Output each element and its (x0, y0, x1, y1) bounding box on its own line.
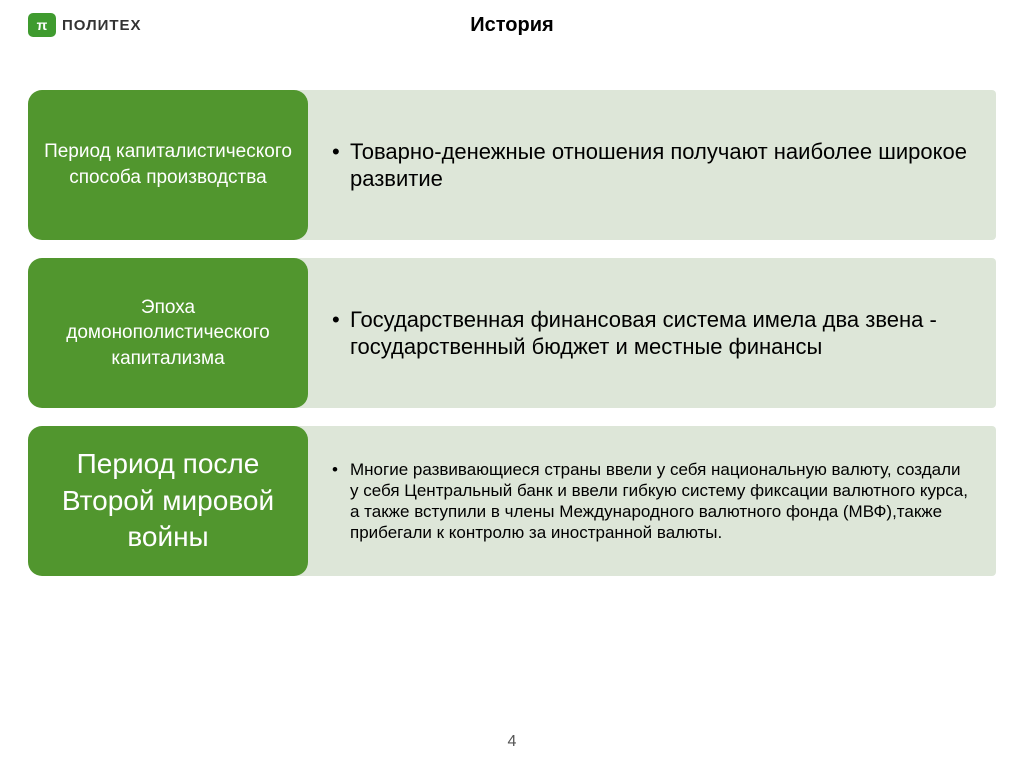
period-label: Период после Второй мировой войны (44, 446, 292, 555)
pi-icon: π (28, 13, 56, 37)
period-label: Период капиталистического способа произв… (44, 139, 292, 190)
slide-title: История (470, 14, 553, 37)
period-desc-box: Государственная финансовая система имела… (294, 258, 996, 408)
period-label: Эпоха домонополистического капитализма (44, 295, 292, 372)
content-row: Эпоха домонополистического капитализма Г… (28, 258, 996, 408)
content-row: Период после Второй мировой войны Многие… (28, 426, 996, 576)
logo: π ПОЛИТЕХ (28, 13, 142, 37)
period-label-box: Период капиталистического способа произв… (28, 90, 308, 240)
content-row: Период капиталистического способа произв… (28, 90, 996, 240)
period-label-box: Эпоха домонополистического капитализма (28, 258, 308, 408)
slide-header: π ПОЛИТЕХ История (0, 0, 1024, 50)
period-desc-box: Товарно-денежные отношения получают наиб… (294, 90, 996, 240)
logo-text: ПОЛИТЕХ (62, 17, 142, 34)
period-desc-box: Многие развивающиеся страны ввели у себя… (294, 426, 996, 576)
period-label-box: Период после Второй мировой войны (28, 426, 308, 576)
slide-content: Период капиталистического способа произв… (0, 50, 1024, 576)
period-desc: Многие развивающиеся страны ввели у себя… (332, 459, 968, 544)
period-desc: Государственная финансовая система имела… (332, 306, 968, 361)
period-desc: Товарно-денежные отношения получают наиб… (332, 138, 968, 193)
page-number: 4 (508, 733, 517, 751)
